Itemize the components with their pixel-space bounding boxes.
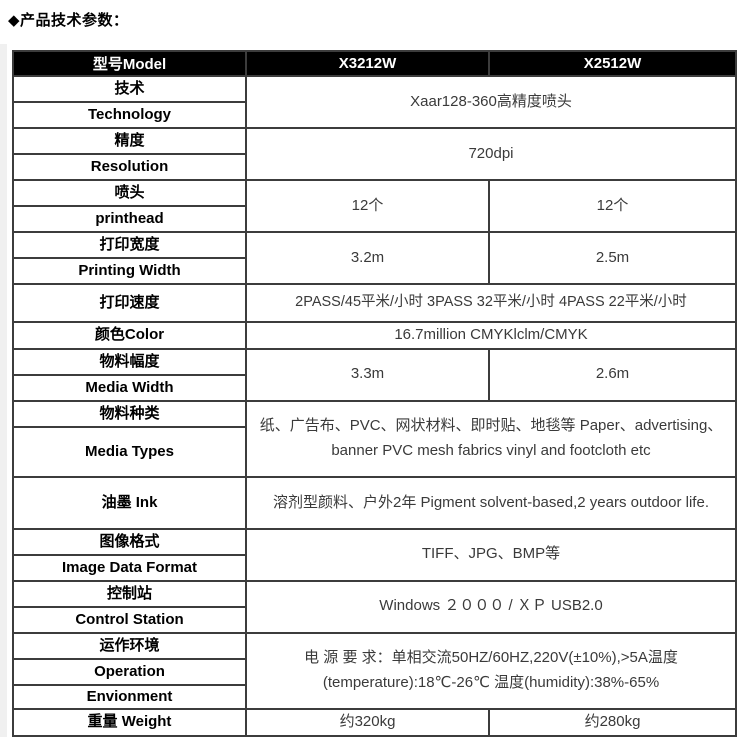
table-row: 物料种类 纸、广告布、PVC、网状材料、即时贴、地毯等 Paper、advert… [12,399,737,478]
spec-label-media-types-zh: 物料种类 [12,399,247,428]
spec-label-operation-env-zh: 运作环境 [12,631,247,660]
spec-label-printhead-en: printhead [12,205,247,233]
table-row: 重量 Weight 约320kg 约280kg [12,707,737,737]
spec-label-color-zh: 颜色Color [12,321,247,350]
spec-label-media-types-en: Media Types [12,425,247,478]
spec-label-media-width-zh: 物料幅度 [12,347,247,376]
spec-value-resolution: 720dpi [245,127,737,181]
table-row: 颜色Color 16.7million CMYKlclm/CMYK [12,321,737,350]
spec-value-color: 16.7million CMYKlclm/CMYK [245,321,737,350]
table-row: Image Data Format [12,553,736,582]
spec-label-control-station-zh: 控制站 [12,579,247,608]
table-row: 图像格式 TIFF、JPG、BMP等 [12,527,737,582]
product-spec-table: 型号Model X3212W X2512W 技术 Xaar128-360高精度喷… [12,50,737,737]
spec-label-printhead-zh: 喷头 [12,179,247,207]
table-row: printhead [12,205,736,233]
table-row: Resolution [12,153,736,181]
spec-label-control-station-en: Control Station [12,605,247,634]
spec-value-weight-x2512w: 约280kg [488,707,737,737]
page-left-margin [0,44,7,737]
spec-value-printing-speed: 2PASS/45平米/小时 3PASS 32平米/小时 4PASS 22平米/小… [245,283,737,323]
spec-value-printing-width-x2512w: 2.5m [488,231,737,285]
spec-label-media-width-en: Media Width [12,373,247,402]
table-row: 打印宽度 3.2m 2.5m [12,231,737,285]
spec-label-resolution-en: Resolution [12,153,247,181]
spec-value-technology: Xaar128-360高精度喷头 [245,75,737,129]
spec-value-media-types: 纸、广告布、PVC、网状材料、即时贴、地毯等 Paper、advertising… [245,399,737,478]
spec-value-weight-x3212w: 约320kg [245,707,490,737]
page-title: ◆产品技术参数： [8,12,129,29]
table-row: 技术 Xaar128-360高精度喷头 [12,75,737,129]
spec-value-operation-env: 电 源 要 求：单相交流50HZ/60HZ,220V(±10%),>5A温度 (… [245,631,737,710]
header-model-x2512w: X2512W [488,50,737,77]
spec-label-resolution-zh: 精度 [12,127,247,155]
table-row: 打印速度 2PASS/45平米/小时 3PASS 32平米/小时 4PASS 2… [12,283,737,323]
spec-value-printhead-x2512w: 12个 [488,179,737,233]
spec-label-printing-width-zh: 打印宽度 [12,231,247,259]
table-row: Media Width [12,373,736,402]
table-row: Technology [12,101,736,129]
table-row: 喷头 12个 12个 [12,179,737,233]
table-row: Printing Width [12,257,736,285]
table-row: 运作环境 电 源 要 求：单相交流50HZ/60HZ,220V(±10%),>5… [12,631,737,710]
table-row: Media Types [12,425,736,478]
table-row: Operation [12,657,736,686]
spec-label-image-format-en: Image Data Format [12,553,247,582]
spec-label-technology-en: Technology [12,101,247,129]
spec-label-operation-env-en2: Envionment [12,683,247,710]
spec-label-ink: 油墨 Ink [12,475,247,530]
spec-label-technology-zh: 技术 [12,75,247,103]
spec-label-operation-env-en1: Operation [12,657,247,686]
spec-value-printing-width-x3212w: 3.2m [245,231,490,285]
spec-label-printing-speed-zh: 打印速度 [12,283,247,323]
table-row: 油墨 Ink 溶剂型颜料、户外2年 Pigment solvent-based,… [12,475,737,530]
header-model-x3212w: X3212W [245,50,490,77]
spec-label-printing-width-en: Printing Width [12,257,247,285]
header-model-label: 型号Model [12,50,247,77]
table-row: Envionment [12,683,736,710]
spec-value-image-format: TIFF、JPG、BMP等 [245,527,737,582]
spec-value-printhead-x3212w: 12个 [245,179,490,233]
table-row: 物料幅度 3.3m 2.6m [12,347,737,402]
spec-label-weight: 重量 Weight [12,707,247,737]
spec-value-control-station: Windows ２０００ / ＸＰ USB2.0 [245,579,737,634]
spec-label-image-format-zh: 图像格式 [12,527,247,556]
table-row: 控制站 Windows ２０００ / ＸＰ USB2.0 [12,579,737,634]
table-header-row: 型号Model X3212W X2512W [12,50,737,77]
spec-value-media-width-x3212w: 3.3m [245,347,490,402]
spec-value-media-width-x2512w: 2.6m [488,347,737,402]
table-row: 精度 720dpi [12,127,737,181]
spec-value-ink: 溶剂型颜料、户外2年 Pigment solvent-based,2 years… [245,475,737,530]
table-row: Control Station [12,605,736,634]
